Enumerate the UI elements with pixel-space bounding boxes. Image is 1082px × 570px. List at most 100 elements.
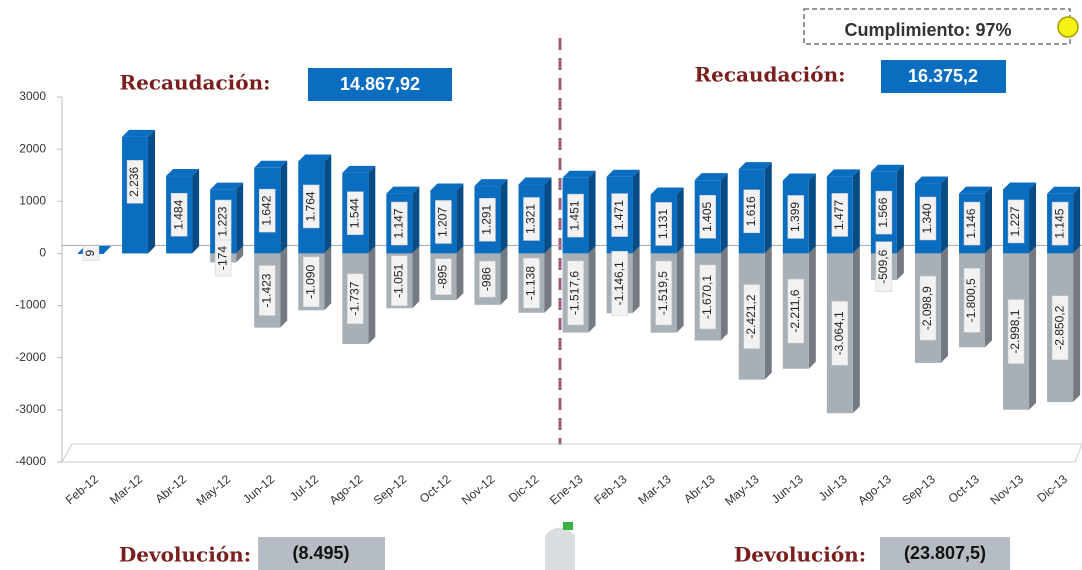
bar-side xyxy=(280,160,288,254)
bar-top xyxy=(738,162,772,170)
bar-side xyxy=(544,246,552,313)
x-tick-label: Feb-12 xyxy=(63,472,101,507)
value-label: -2.850,2 xyxy=(1052,305,1066,349)
bar-top xyxy=(518,177,552,185)
value-label: 1.207 xyxy=(436,207,450,237)
bar-side xyxy=(808,173,816,254)
value-label-bg xyxy=(391,201,408,246)
value-label: 2.236 xyxy=(127,166,141,196)
bar-side xyxy=(236,182,244,254)
annotation: Devolución: xyxy=(119,543,251,567)
bar-side xyxy=(896,164,904,254)
y-tick-label: 3000 xyxy=(19,89,46,103)
value-label: -1.800,5 xyxy=(964,278,978,322)
bar-side xyxy=(1073,246,1081,403)
x-tick-label: Sep-13 xyxy=(899,472,938,508)
bar-side xyxy=(500,246,508,305)
bar xyxy=(914,176,948,254)
value-label-bg xyxy=(523,257,540,309)
y-tick-label: 1000 xyxy=(19,193,46,207)
annotation: Cumplimiento: 97% xyxy=(844,20,1011,40)
value-label: -1.090 xyxy=(303,265,317,299)
value-label: 1.471 xyxy=(612,200,626,230)
value-label: 1.147 xyxy=(392,208,406,238)
value-label: -2.421,2 xyxy=(744,294,758,338)
bar-top xyxy=(386,186,420,194)
x-tick-label: Jul-13 xyxy=(816,472,850,504)
value-label: -2.998,1 xyxy=(1008,309,1022,353)
x-tick-label: Ago-12 xyxy=(327,472,366,508)
value-label-bg xyxy=(1051,201,1069,246)
value-label: -1.423 xyxy=(259,273,273,307)
bar-top xyxy=(870,164,904,172)
value-label-bg xyxy=(875,190,893,235)
x-tick-label: Ago-13 xyxy=(855,472,894,508)
bar-side xyxy=(764,162,772,254)
x-tick-label: Nov-13 xyxy=(987,472,1026,508)
bar-side xyxy=(632,169,640,254)
x-tick-label: Oct-12 xyxy=(417,472,454,506)
value-label-bg xyxy=(787,278,805,344)
value-label: 1.484 xyxy=(171,199,185,229)
value-label: 1.405 xyxy=(700,201,714,231)
y-tick-label: 0 xyxy=(39,246,46,260)
bar-side xyxy=(720,246,728,341)
bar-side xyxy=(236,246,244,263)
bottle-icon xyxy=(545,527,575,570)
value-label-bg xyxy=(963,268,981,333)
bar-side xyxy=(632,246,640,314)
value-label-bg xyxy=(258,188,276,233)
value-label-bg xyxy=(303,184,320,229)
bar-side xyxy=(324,246,332,311)
bar-top xyxy=(342,165,376,173)
x-tick-label: Ene-13 xyxy=(547,472,586,508)
value-label: -1.517,6 xyxy=(568,271,582,315)
bar-side xyxy=(808,246,816,369)
bar-side xyxy=(676,246,684,333)
value-label: -1.138 xyxy=(524,266,538,300)
value-label-bg xyxy=(743,284,760,349)
x-tick-label: Dic-12 xyxy=(506,472,542,505)
value-label: -3.064,1 xyxy=(832,311,846,355)
bar-top xyxy=(914,176,948,184)
value-label-bg xyxy=(435,258,452,296)
value-label: 1.764 xyxy=(303,191,317,221)
bar-side xyxy=(1029,246,1037,410)
value-label: 1.321 xyxy=(524,204,538,234)
value-label-bg xyxy=(611,251,628,316)
value-label-bg xyxy=(875,241,893,292)
bar xyxy=(166,169,200,254)
refund-box xyxy=(880,537,1010,570)
annotation: Recaudación: xyxy=(694,63,845,87)
value-label: -2.098,9 xyxy=(920,286,934,330)
x-tick-label: Mar-12 xyxy=(107,472,145,507)
bar-top xyxy=(959,186,992,194)
value-label: -509,6 xyxy=(876,249,890,283)
value-label-bg xyxy=(303,256,320,308)
bar-side xyxy=(544,177,552,254)
bar-side xyxy=(676,187,684,254)
annotation: Recaudación: xyxy=(119,71,270,95)
value-label: -2.211,6 xyxy=(788,289,802,332)
bar-top xyxy=(430,183,464,191)
value-label: -174 xyxy=(215,246,229,270)
x-tick-label: Jun-12 xyxy=(240,472,277,507)
value-label: 1.145 xyxy=(1052,208,1066,238)
bar-side xyxy=(280,246,288,328)
value-label: 1.544 xyxy=(347,198,361,228)
bar-top xyxy=(606,169,640,177)
value-label-bg xyxy=(1007,199,1025,244)
value-label-bg xyxy=(831,193,849,237)
y-tick-label: 2000 xyxy=(19,141,46,155)
bar-side xyxy=(940,176,948,254)
bar-top xyxy=(562,170,596,178)
value-label: 1.642 xyxy=(259,195,273,225)
x-tick-label: Oct-13 xyxy=(945,472,982,506)
bar-top xyxy=(474,179,508,187)
value-label-bg xyxy=(919,196,937,241)
bar-side xyxy=(720,173,728,254)
value-label: 1.451 xyxy=(568,200,582,230)
x-tick-label: Nov-12 xyxy=(459,472,498,508)
value-label-bg xyxy=(1007,299,1025,364)
